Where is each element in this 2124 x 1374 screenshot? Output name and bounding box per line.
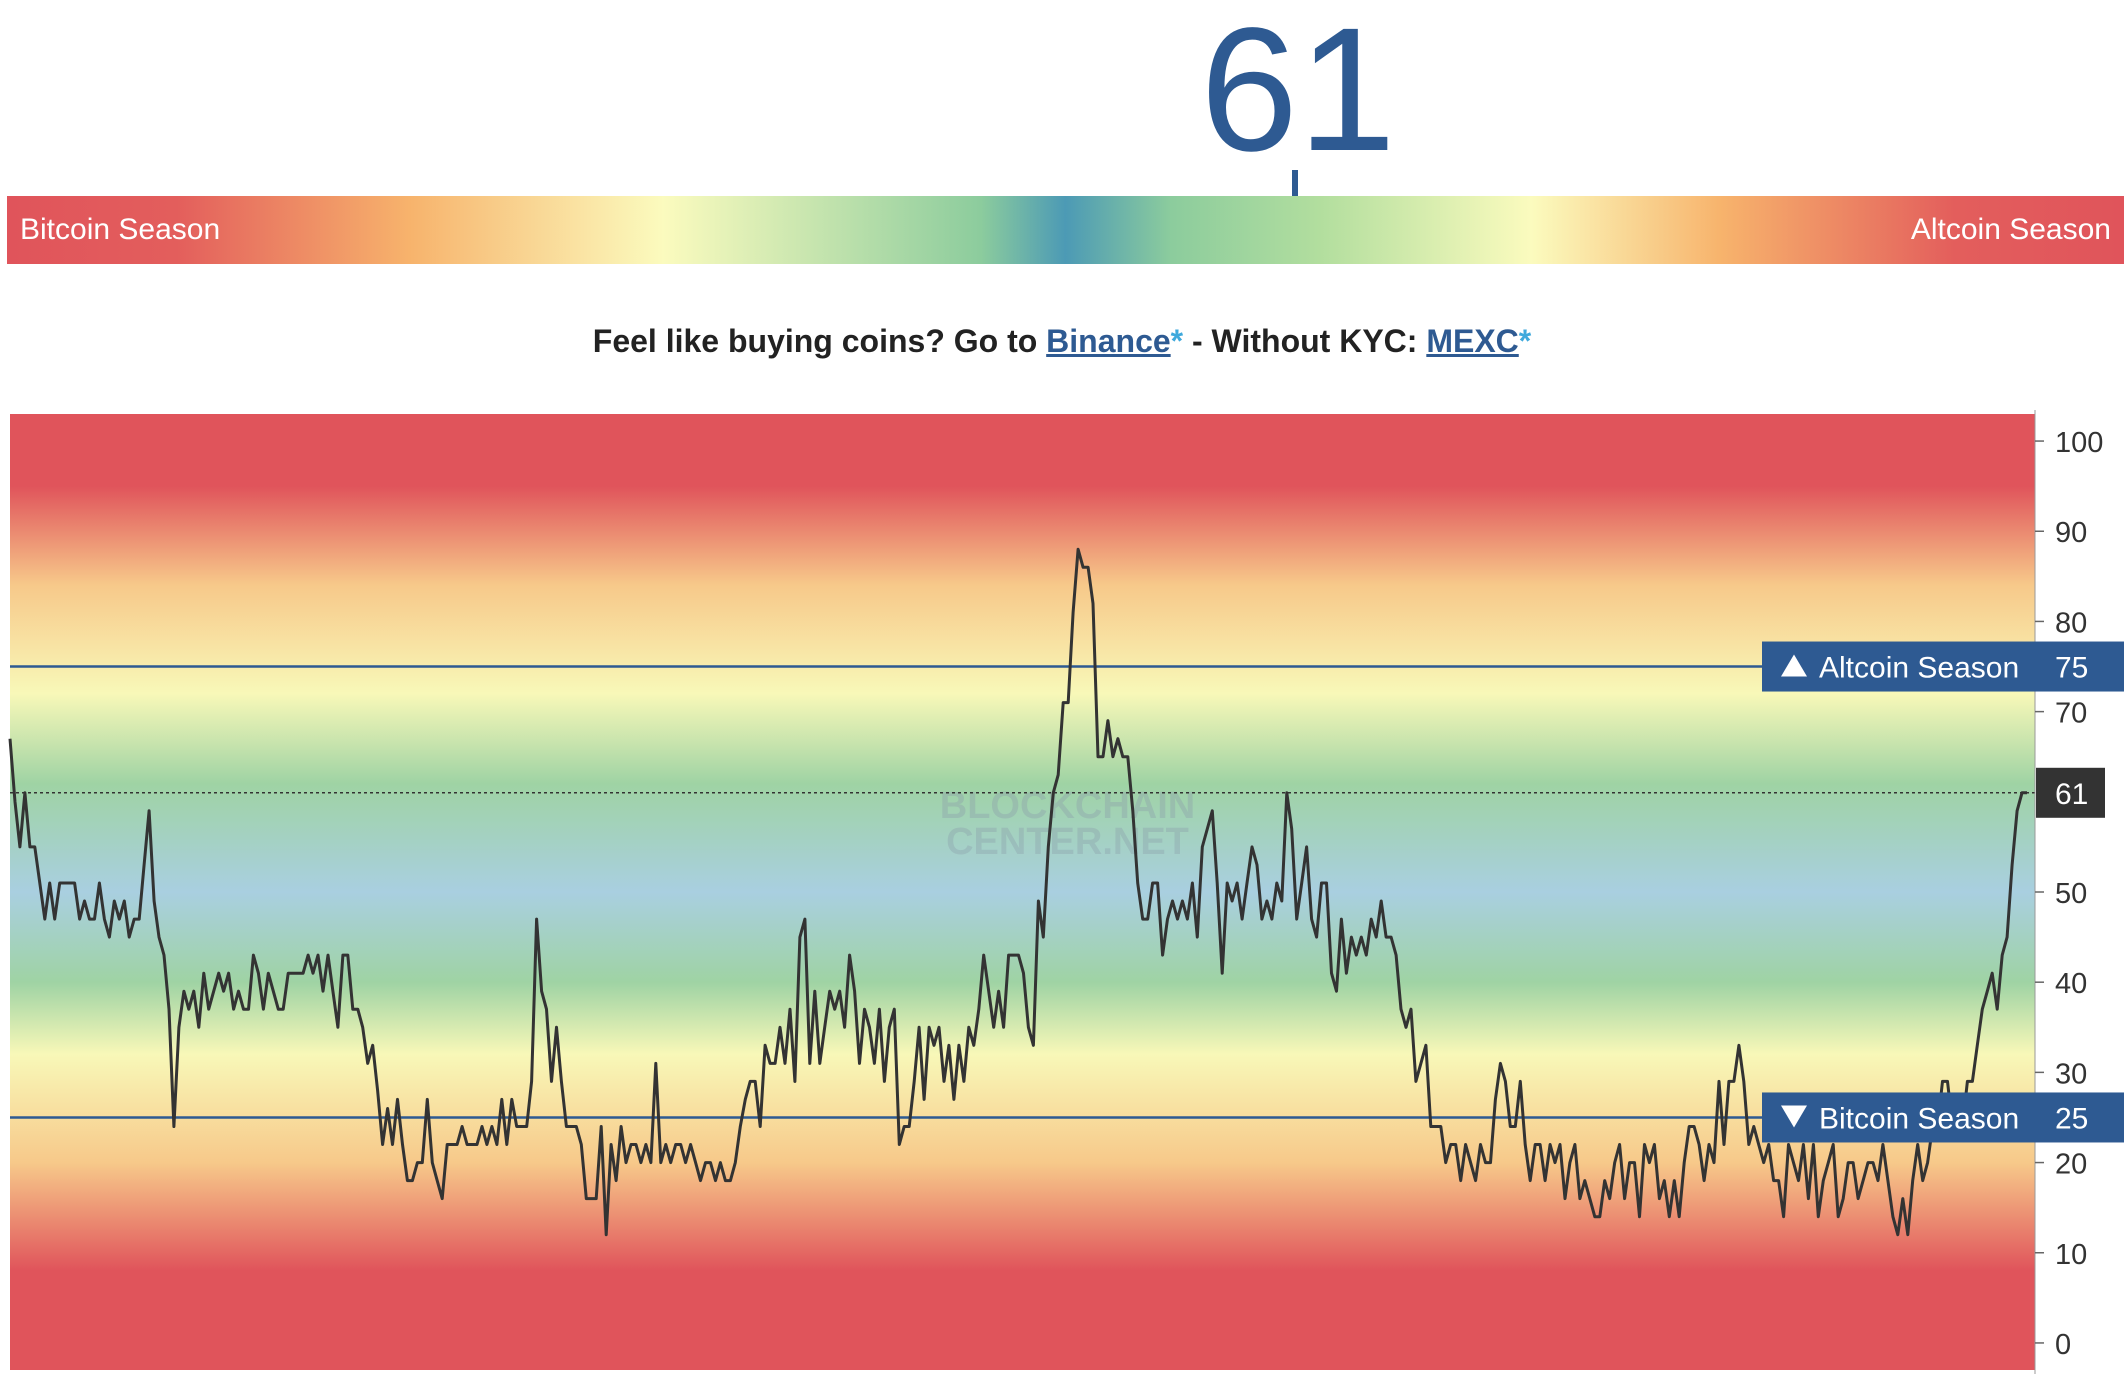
- threshold-badge-2: [1762, 1092, 2124, 1143]
- threshold-value-1: 75: [2055, 652, 2088, 685]
- index-value: 61: [1200, 0, 1396, 188]
- mexc-link[interactable]: MEXC: [1426, 323, 1519, 359]
- promo-prefix: Feel like buying coins? Go to: [592, 323, 1047, 359]
- binance-link[interactable]: Binance: [1046, 323, 1171, 359]
- y-tick-label-70: 70: [2055, 698, 2087, 730]
- y-tick-label-80: 80: [2055, 607, 2087, 639]
- altcoin-season-label: Altcoin Season: [1910, 213, 2111, 246]
- y-tick-label-20: 20: [2055, 1149, 2087, 1181]
- threshold-badge-1: [1762, 641, 2124, 692]
- index-series-line: [8, 547, 2027, 1237]
- bitcoin-season-label: Bitcoin Season: [20, 213, 221, 246]
- y-tick-label-10: 10: [2055, 1239, 2087, 1271]
- current-value-label: 61: [2055, 778, 2088, 811]
- binance-star: *: [1170, 323, 1184, 359]
- y-tick-label-50: 50: [2055, 878, 2087, 910]
- promo-text: Feel like buying coins? Go to Binance* -…: [0, 323, 2124, 360]
- triangle-up-icon: [1781, 654, 1807, 677]
- y-tick-label-0: 0: [2055, 1329, 2071, 1361]
- chart-svg: BLOCKCHAINCENTER.NET10090807050403020100…: [8, 410, 2124, 1374]
- chart-background: [10, 414, 2035, 1370]
- watermark-line-2: CENTER.NET: [946, 821, 1189, 863]
- y-tick-label-100: 100: [2055, 427, 2103, 459]
- mexc-star: *: [1518, 323, 1532, 359]
- y-tick-label-90: 90: [2055, 517, 2087, 549]
- altcoin-index-chart: BLOCKCHAIN CENTER.NET 100 90 80 70 50 40 30 20 10 0…: [0, 410, 2124, 1374]
- season-gradient-bar: Bitcoin Season Altcoin Season: [7, 196, 2124, 264]
- current-value-badge: [2036, 767, 2105, 818]
- y-tick-label-40: 40: [2055, 968, 2087, 1000]
- y-tick-label-30: 30: [2055, 1058, 2087, 1090]
- threshold-label-1: Altcoin Season: [1819, 652, 2019, 685]
- axis-background: [2035, 410, 2124, 1374]
- watermark-line-1: BLOCKCHAIN: [940, 785, 1195, 827]
- threshold-label-2: Bitcoin Season: [1819, 1102, 2019, 1135]
- threshold-value-2: 25: [2055, 1102, 2088, 1135]
- triangle-down-icon: [1781, 1105, 1807, 1128]
- promo-middle: - Without KYC:: [1183, 323, 1427, 359]
